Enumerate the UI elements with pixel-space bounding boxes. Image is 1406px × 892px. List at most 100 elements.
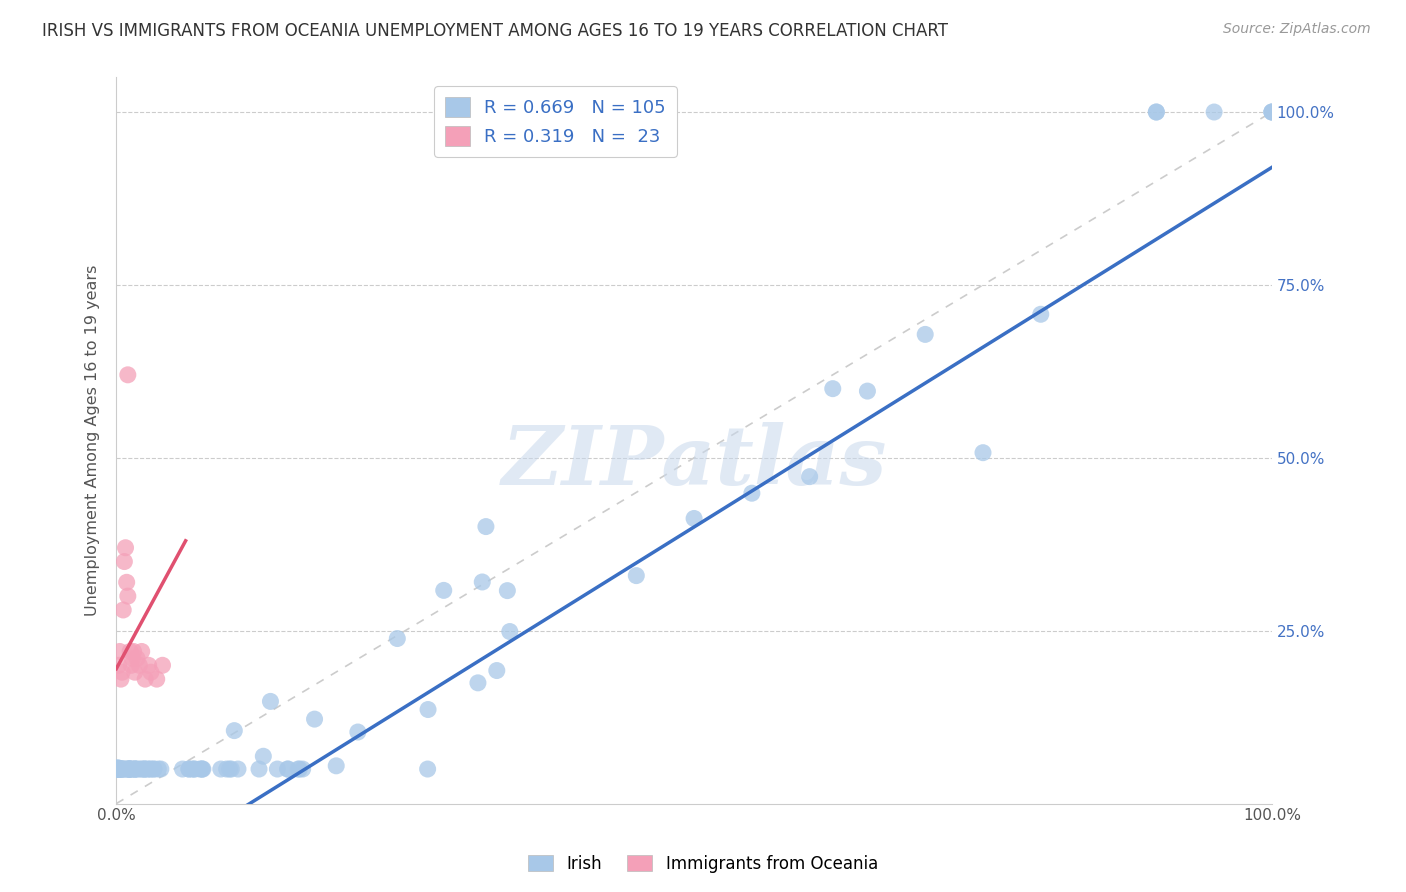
Point	[125, 651, 148, 665]
Legend: Irish, Immigrants from Oceania: Irish, Immigrants from Oceania	[522, 848, 884, 880]
Point	[118, 762, 141, 776]
Point	[471, 574, 494, 589]
Point	[209, 762, 232, 776]
Point	[1204, 105, 1226, 120]
Text: ZIPatlas: ZIPatlas	[502, 422, 887, 502]
Point	[108, 762, 131, 776]
Point	[121, 762, 143, 776]
Point	[107, 762, 129, 776]
Point	[124, 665, 146, 680]
Point	[485, 664, 508, 678]
Point	[107, 762, 129, 776]
Point	[131, 644, 153, 658]
Point	[191, 762, 214, 776]
Legend: R = 0.669   N = 105, R = 0.319   N =  23: R = 0.669 N = 105, R = 0.319 N = 23	[434, 87, 676, 157]
Point	[115, 575, 138, 590]
Point	[107, 762, 129, 776]
Point	[1261, 105, 1284, 120]
Point	[128, 658, 150, 673]
Point	[277, 762, 299, 776]
Point	[108, 762, 131, 776]
Point	[499, 624, 522, 639]
Point	[183, 762, 205, 776]
Point	[266, 762, 288, 776]
Point	[1261, 105, 1284, 120]
Point	[139, 762, 162, 776]
Point	[1144, 105, 1167, 120]
Point	[118, 762, 141, 776]
Point	[127, 762, 149, 776]
Point	[224, 723, 246, 738]
Point	[475, 519, 498, 533]
Point	[136, 762, 159, 776]
Point	[107, 762, 129, 776]
Point	[799, 469, 821, 483]
Point	[291, 762, 314, 776]
Point	[856, 384, 879, 398]
Point	[107, 762, 129, 776]
Point	[117, 368, 139, 382]
Point	[177, 762, 200, 776]
Point	[387, 632, 409, 646]
Point	[114, 762, 136, 776]
Point	[117, 589, 139, 603]
Point	[125, 762, 148, 776]
Point	[138, 658, 160, 673]
Point	[120, 658, 142, 673]
Point	[107, 658, 129, 673]
Point	[118, 762, 141, 776]
Point	[139, 665, 162, 680]
Point	[134, 762, 156, 776]
Point	[1144, 105, 1167, 120]
Point	[218, 762, 240, 776]
Point	[288, 762, 311, 776]
Point	[107, 762, 129, 776]
Point	[134, 762, 156, 776]
Text: Source: ZipAtlas.com: Source: ZipAtlas.com	[1223, 22, 1371, 37]
Point	[325, 759, 347, 773]
Point	[112, 603, 135, 617]
Point	[226, 762, 249, 776]
Point	[347, 725, 370, 739]
Point	[496, 583, 519, 598]
Text: IRISH VS IMMIGRANTS FROM OCEANIA UNEMPLOYMENT AMONG AGES 16 TO 19 YEARS CORRELAT: IRISH VS IMMIGRANTS FROM OCEANIA UNEMPLO…	[42, 22, 948, 40]
Point	[118, 762, 141, 776]
Point	[107, 762, 129, 776]
Point	[416, 702, 439, 716]
Point	[149, 762, 172, 776]
Point	[114, 541, 136, 555]
Point	[107, 762, 129, 776]
Point	[110, 672, 132, 686]
Point	[111, 665, 134, 680]
Point	[433, 583, 456, 598]
Point	[131, 762, 153, 776]
Point	[191, 762, 214, 776]
Point	[117, 762, 139, 776]
Point	[304, 712, 326, 726]
Point	[134, 672, 156, 686]
Point	[183, 762, 205, 776]
Point	[626, 568, 648, 582]
Point	[112, 555, 135, 569]
Point	[741, 486, 763, 500]
Point	[215, 762, 238, 776]
Point	[139, 762, 162, 776]
Point	[148, 762, 170, 776]
Point	[1261, 105, 1284, 120]
Point	[219, 762, 242, 776]
Point	[914, 327, 936, 342]
Point	[115, 762, 138, 776]
Point	[124, 762, 146, 776]
Point	[252, 749, 274, 764]
Point	[107, 762, 129, 776]
Point	[177, 762, 200, 776]
Point	[107, 762, 129, 776]
Point	[188, 762, 211, 776]
Point	[142, 762, 165, 776]
Point	[122, 644, 145, 658]
Point	[276, 762, 298, 776]
Point	[259, 694, 281, 708]
Point	[821, 382, 844, 396]
Point	[152, 658, 174, 673]
Point	[467, 676, 489, 690]
